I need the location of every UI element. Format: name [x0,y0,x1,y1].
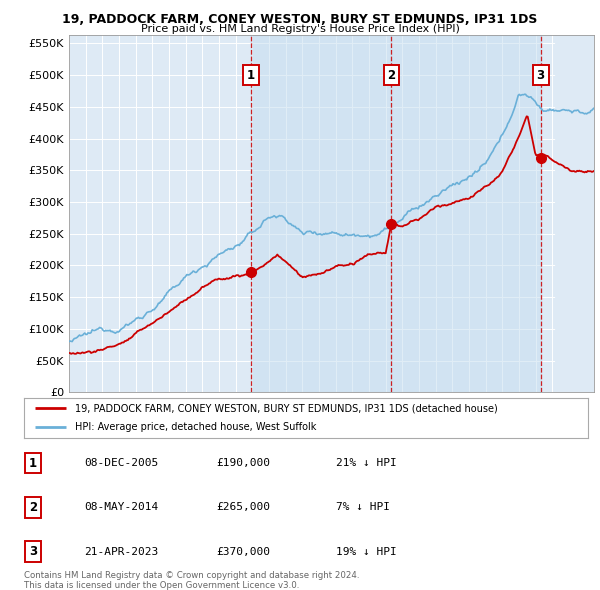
Text: 08-DEC-2005: 08-DEC-2005 [84,458,158,468]
Text: Contains HM Land Registry data © Crown copyright and database right 2024.: Contains HM Land Registry data © Crown c… [24,571,359,580]
Bar [555,35,594,392]
Text: 3: 3 [536,68,545,81]
Text: 1: 1 [29,457,37,470]
Text: 7% ↓ HPI: 7% ↓ HPI [336,503,390,512]
Text: HPI: Average price, detached house, West Suffolk: HPI: Average price, detached house, West… [75,422,316,432]
Text: This data is licensed under the Open Government Licence v3.0.: This data is licensed under the Open Gov… [24,581,299,589]
Text: 21% ↓ HPI: 21% ↓ HPI [336,458,397,468]
Text: 1: 1 [247,68,255,81]
Text: Price paid vs. HM Land Registry's House Price Index (HPI): Price paid vs. HM Land Registry's House … [140,24,460,34]
Text: 3: 3 [29,545,37,558]
Bar [251,35,391,392]
Text: £265,000: £265,000 [216,503,270,512]
Text: £190,000: £190,000 [216,458,270,468]
Text: 19% ↓ HPI: 19% ↓ HPI [336,547,397,556]
Text: £370,000: £370,000 [216,547,270,556]
Bar [391,35,541,392]
Text: 2: 2 [388,68,395,81]
Text: 08-MAY-2014: 08-MAY-2014 [84,503,158,512]
Text: 21-APR-2023: 21-APR-2023 [84,547,158,556]
Text: 2: 2 [29,501,37,514]
Text: 19, PADDOCK FARM, CONEY WESTON, BURY ST EDMUNDS, IP31 1DS: 19, PADDOCK FARM, CONEY WESTON, BURY ST … [62,13,538,26]
Text: 19, PADDOCK FARM, CONEY WESTON, BURY ST EDMUNDS, IP31 1DS (detached house): 19, PADDOCK FARM, CONEY WESTON, BURY ST … [75,404,497,414]
